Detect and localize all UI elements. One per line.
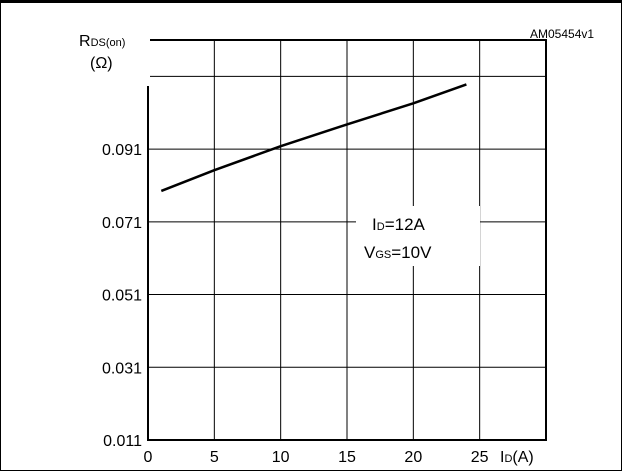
y-tick-label: 0.071: [102, 215, 142, 232]
x-tick-label: 15: [338, 449, 356, 466]
chart-grid: [148, 39, 546, 440]
figure-reference: AM05454v1: [530, 27, 594, 41]
x-tick-label: 20: [404, 449, 422, 466]
x-tick-label: 10: [272, 449, 290, 466]
annotation-line-1: ID=12A: [372, 215, 426, 234]
x-tick-labels: 0 5 10 15 20 25: [144, 449, 489, 466]
y-label-background: [74, 28, 150, 86]
x-label-background: [496, 442, 558, 468]
series-group: [160, 83, 467, 193]
y-tick-label: 0.091: [102, 142, 142, 159]
series-line: [160, 83, 467, 193]
x-tick-label: 25: [471, 449, 489, 466]
y-tick-label: 0.031: [102, 360, 142, 377]
x-axis-label: ID(A): [500, 449, 534, 466]
annotation-background: [356, 206, 480, 266]
top-border-strip: [0, 0, 622, 3]
y-tick-label: 0.051: [102, 288, 142, 305]
x-tick-label: 5: [210, 449, 219, 466]
x-tick-label: 0: [144, 449, 153, 466]
annotation-line-2: VGS=10V: [364, 243, 432, 262]
y-axis-label: RDS(on): [79, 33, 125, 50]
plot-border: [147, 39, 547, 441]
y-axis-unit: (Ω): [90, 55, 113, 72]
y-tick-label: 0.011: [103, 433, 142, 450]
